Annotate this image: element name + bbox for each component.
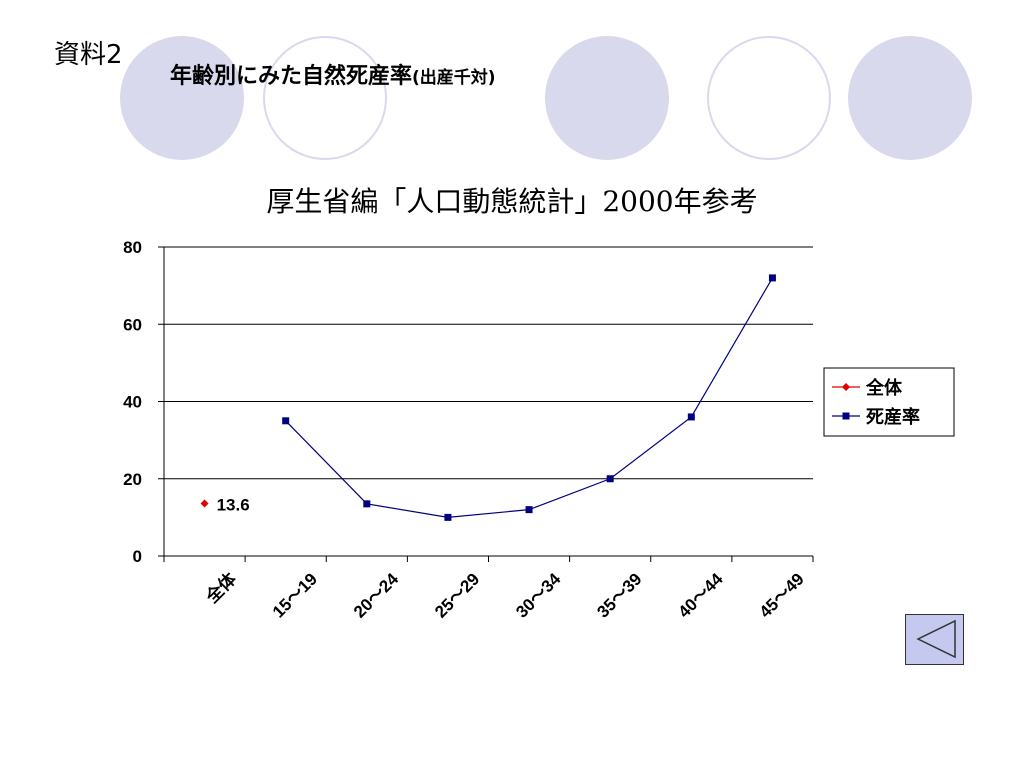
data-point — [363, 500, 371, 508]
data-point — [200, 499, 209, 508]
legend-marker — [842, 383, 850, 391]
triangle-left-icon — [916, 619, 956, 659]
legend-label: 全体 — [865, 377, 903, 399]
decor-circle-2 — [263, 36, 387, 160]
slide-title: 年齢別にみた自然死産率(出産千対) — [170, 58, 496, 90]
slide-title-main: 年齢別にみた自然死産率 — [170, 64, 413, 89]
data-label: 13.6 — [217, 495, 250, 514]
x-tick-label: 45～49 — [756, 569, 808, 621]
data-point — [525, 506, 533, 514]
data-point — [444, 513, 452, 521]
legend-marker — [842, 412, 850, 420]
back-button[interactable] — [905, 614, 964, 665]
legend-label: 死産率 — [866, 406, 920, 428]
y-tick-label: 80 — [123, 238, 142, 257]
x-tick-label: 30～34 — [512, 569, 565, 622]
slide-title-unit: (出産千対) — [412, 68, 496, 88]
x-tick-label: 40～44 — [674, 569, 727, 622]
x-tick-label: 全体 — [201, 568, 241, 608]
y-tick-label: 40 — [123, 393, 142, 412]
y-tick-label: 20 — [123, 470, 142, 489]
legend-box — [823, 367, 955, 437]
data-point — [282, 417, 290, 425]
series-line-stillbirth-rate — [285, 277, 773, 518]
data-point — [768, 274, 776, 282]
y-tick-label: 0 — [133, 547, 142, 566]
x-tick-label: 25～29 — [431, 569, 483, 621]
chart-title: 厚生省編「人口動態統計」2000年参考 — [266, 185, 758, 218]
decor-circle-5 — [848, 36, 972, 160]
data-point — [687, 413, 695, 421]
y-tick-label: 60 — [123, 315, 142, 334]
document-label: 資料2 — [54, 40, 123, 70]
decor-circle-4 — [707, 36, 831, 160]
x-tick-label: 35～39 — [593, 569, 645, 621]
data-point — [606, 475, 614, 483]
x-tick-label: 15～19 — [269, 569, 321, 621]
decor-circle-3 — [545, 36, 669, 160]
decor-circle-1 — [120, 36, 244, 160]
x-tick-label: 20～24 — [350, 569, 403, 622]
